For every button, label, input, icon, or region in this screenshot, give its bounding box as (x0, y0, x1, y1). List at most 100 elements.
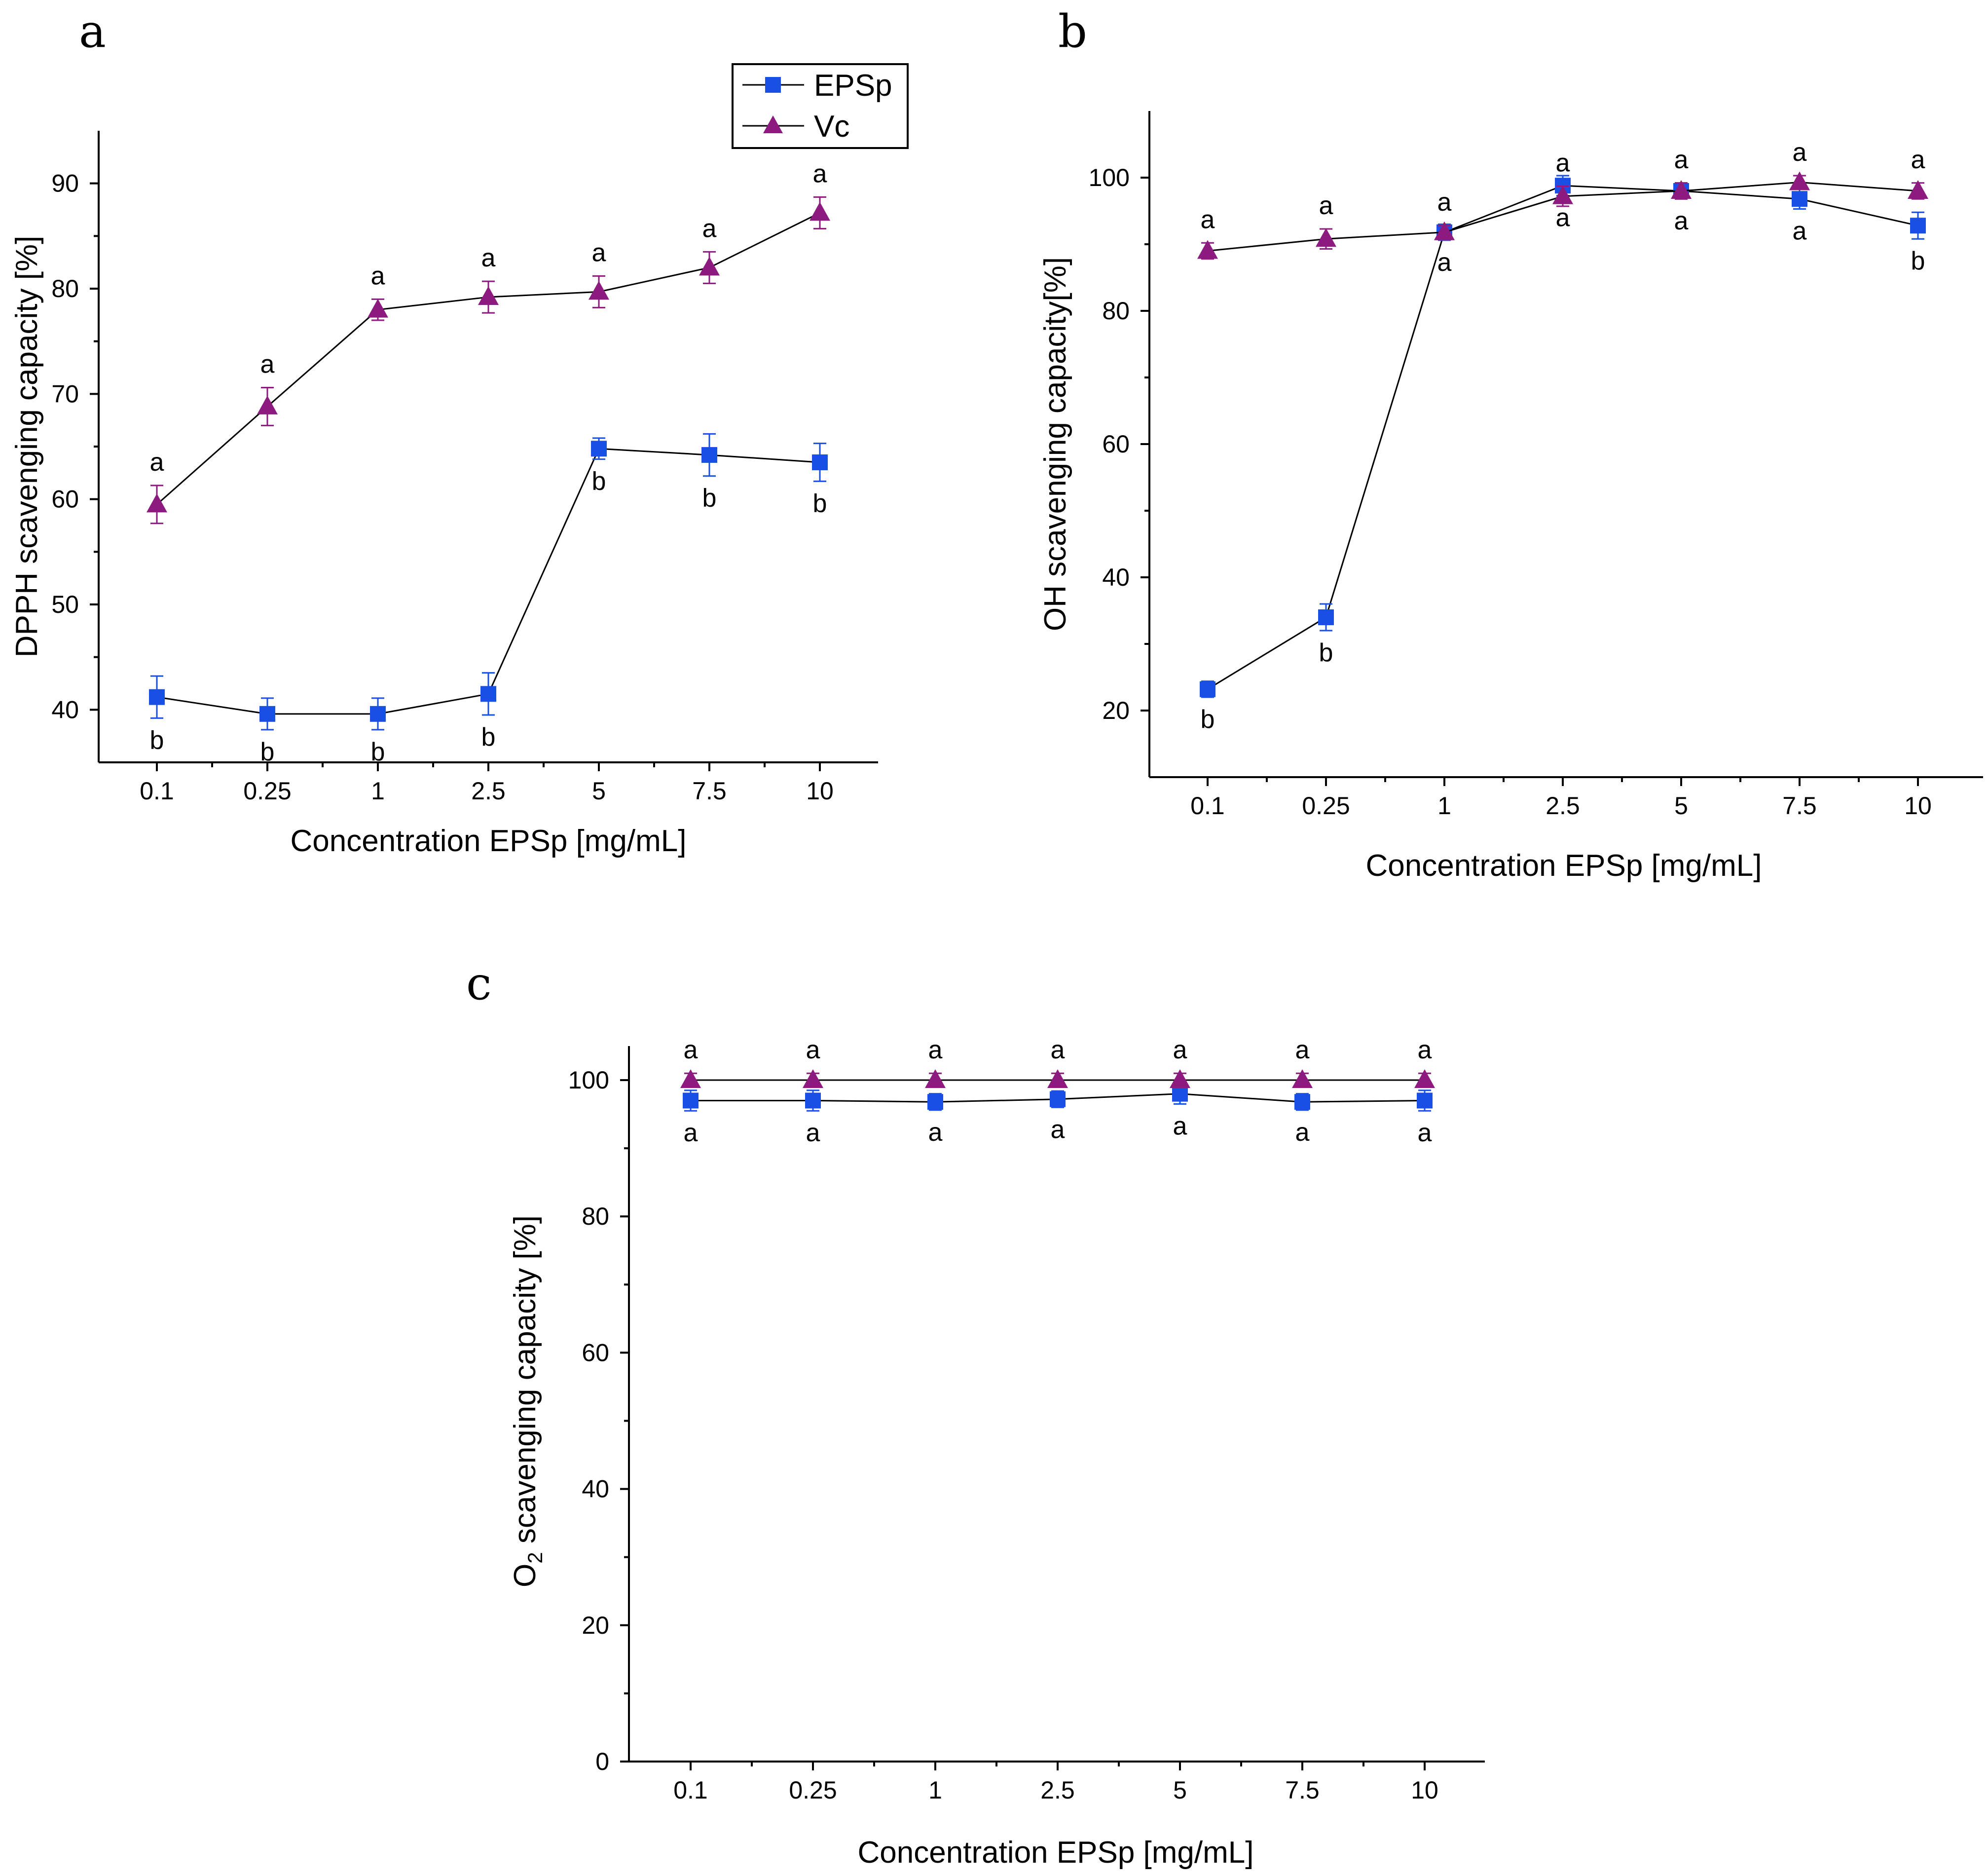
panel-a-epsp-significance-label: b (260, 738, 275, 766)
panel-c-vc-significance-label: a (1418, 1036, 1432, 1064)
panel-c-epsp-significance-label: a (1295, 1118, 1310, 1147)
panel-c-y-tick-label: 100 (568, 1066, 609, 1094)
panel-c-epsp-significance-label: a (928, 1118, 943, 1147)
panel-b-vc-point (1671, 180, 1692, 199)
panel-b-vc-significance-label: a (1556, 149, 1570, 178)
panel-a-x-tick-label: 0.25 (243, 777, 291, 805)
panel-a-epsp-point (480, 686, 496, 702)
panel-c-x-tick-label: 0.1 (673, 1776, 708, 1804)
legend: EPSp Vc (732, 63, 909, 149)
panel-c-x-tick-label: 10 (1411, 1776, 1438, 1804)
panel-b-y-tick-label: 20 (1102, 697, 1130, 724)
panel-b-x-tick-label: 0.25 (1302, 792, 1350, 820)
panel-b-epsp-significance-label: a (1674, 207, 1689, 235)
panel-a-vc-point (810, 202, 830, 221)
legend-epsp-marker (765, 77, 781, 93)
panel-a-plot: 40 50 60 70 80 90 0.1 0.25 1 2.5 5 7.5 10 b b b b b b b a a… (51, 131, 878, 805)
panel-c-vc-significance-label: a (684, 1036, 698, 1064)
panel-a-y-tick-label: 40 (51, 696, 79, 723)
panel-a-vc-significance-label: a (150, 448, 164, 477)
panel-a-y-tick-label: 50 (51, 591, 79, 618)
panel-b-x-tick-label: 7.5 (1782, 792, 1817, 820)
panel-b-epsp-line (1207, 185, 1918, 690)
panel-c-y-tick-label: 60 (582, 1339, 609, 1366)
panel-b-vc-significance-label: a (1201, 205, 1215, 234)
panel-c-letter: c (466, 957, 492, 1010)
panel-b-y-tick-label: 40 (1102, 563, 1130, 591)
panel-c-vc-point (803, 1069, 823, 1088)
panel-b-x-tick-label: 2.5 (1546, 792, 1580, 820)
panel-c-epsp-point (1050, 1091, 1066, 1107)
panel-a-y-tick-label: 70 (51, 380, 79, 408)
panel-a-vc-point (478, 286, 499, 305)
panel-c-epsp-significance-label: a (806, 1119, 820, 1147)
panel-c-vc-point (1414, 1069, 1435, 1088)
panel-b-epsp-significance-label: b (1201, 705, 1215, 734)
panel-a-vc-point (589, 281, 609, 300)
panel-a-x-tick-label: 7.5 (692, 777, 727, 805)
panel-a-epsp-significance-label: b (371, 738, 385, 766)
panel-c-x-tick-label: 2.5 (1040, 1776, 1075, 1804)
panel-c-epsp-point (1172, 1086, 1188, 1102)
legend-vc-label: Vc (814, 110, 849, 144)
panel-b-epsp-significance-label: a (1556, 203, 1570, 232)
panel-c-epsp-point (927, 1094, 943, 1110)
panel-c-series: a a a a a a a a a a a a a a (680, 1036, 1435, 1147)
panel-b-vc-significance-label: a (1911, 146, 1925, 174)
panel-c-epsp-point (683, 1092, 699, 1109)
panel-b-epsp-significance-label: b (1911, 247, 1925, 275)
panel-c-y-tick-label: 0 (595, 1748, 609, 1775)
panel-b-epsp-point (1792, 191, 1807, 207)
panel-b-vc-point (1552, 185, 1573, 204)
panel-a-vc-point (257, 395, 278, 414)
panel-a-epsp-point (259, 706, 275, 722)
panel-b-epsp-significance-label: a (1437, 248, 1452, 277)
panel-b-epsp-point (1318, 609, 1334, 625)
panel-c-y-tick-label: 20 (582, 1612, 609, 1639)
panel-a-vc-significance-label: a (813, 159, 827, 188)
panel-c-epsp-significance-label: a (1418, 1119, 1432, 1147)
panel-c-y-ticks: 0 20 40 60 80 100 (568, 1066, 629, 1775)
panel-c-epsp-significance-label: a (1051, 1115, 1065, 1144)
panel-c-vc-significance-label: a (1051, 1036, 1065, 1064)
panel-a-y-tick-label: 60 (51, 486, 79, 513)
panel-a-x-label: Concentration EPSp [mg/mL] (291, 824, 687, 858)
panel-b-epsp-significance-label: b (1319, 638, 1333, 667)
panel-a-x-tick-label: 1 (371, 777, 385, 805)
panel-c-epsp-point (1294, 1094, 1310, 1110)
panel-a-epsp-point (701, 447, 717, 463)
panel-c-y-tick-label: 40 (582, 1475, 609, 1503)
panel-a-epsp-significance-label: b (813, 489, 827, 518)
panel-c-vc-point (1170, 1069, 1190, 1088)
panel-a-series: b b b b b b b a a a a a a a (147, 159, 830, 766)
panel-b-y-tick-label: 60 (1102, 430, 1130, 458)
panel-b-epsp-significance-label: a (1793, 217, 1807, 245)
panel-a-epsp-significance-label: b (481, 723, 496, 751)
panel-c-x-tick-label: 7.5 (1285, 1776, 1320, 1804)
legend-entry-vc: Vc (742, 110, 849, 144)
panel-a-vc-significance-label: a (592, 238, 606, 267)
panel-b-y-label: OH scavenging capacity[%] (1038, 257, 1072, 631)
panel-c-vc-significance-label: a (928, 1036, 943, 1064)
panel-a-y-tick-label: 80 (51, 275, 79, 302)
panel-c-epsp-significance-label: a (1173, 1112, 1187, 1140)
panel-a-x-tick-label: 2.5 (471, 777, 506, 805)
panel-b-vc-point (1908, 180, 1928, 199)
panel-a-y-ticks: 40 50 60 70 80 90 (51, 170, 99, 723)
panel-c-vc-point (1292, 1069, 1313, 1088)
panel-a-vc-significance-label: a (481, 244, 496, 272)
panel-b-epsp-point (1910, 218, 1926, 234)
panel-a-vc-point (368, 299, 388, 318)
panel-b-y-tick-label: 100 (1089, 164, 1130, 191)
panel-b-epsp-point (1200, 681, 1215, 697)
panel-a-x-tick-label: 0.1 (140, 777, 174, 805)
legend-entry-epsp: EPSp (742, 69, 892, 103)
panel-c-x-tick-label: 0.25 (789, 1776, 837, 1804)
panel-a-vc-point (147, 493, 167, 513)
panel-c-epsp-point (1417, 1092, 1433, 1109)
panel-c-vc-significance-label: a (806, 1036, 820, 1064)
panel-a-epsp-point (591, 441, 607, 457)
panel-c-x-tick-label: 5 (1173, 1776, 1187, 1804)
